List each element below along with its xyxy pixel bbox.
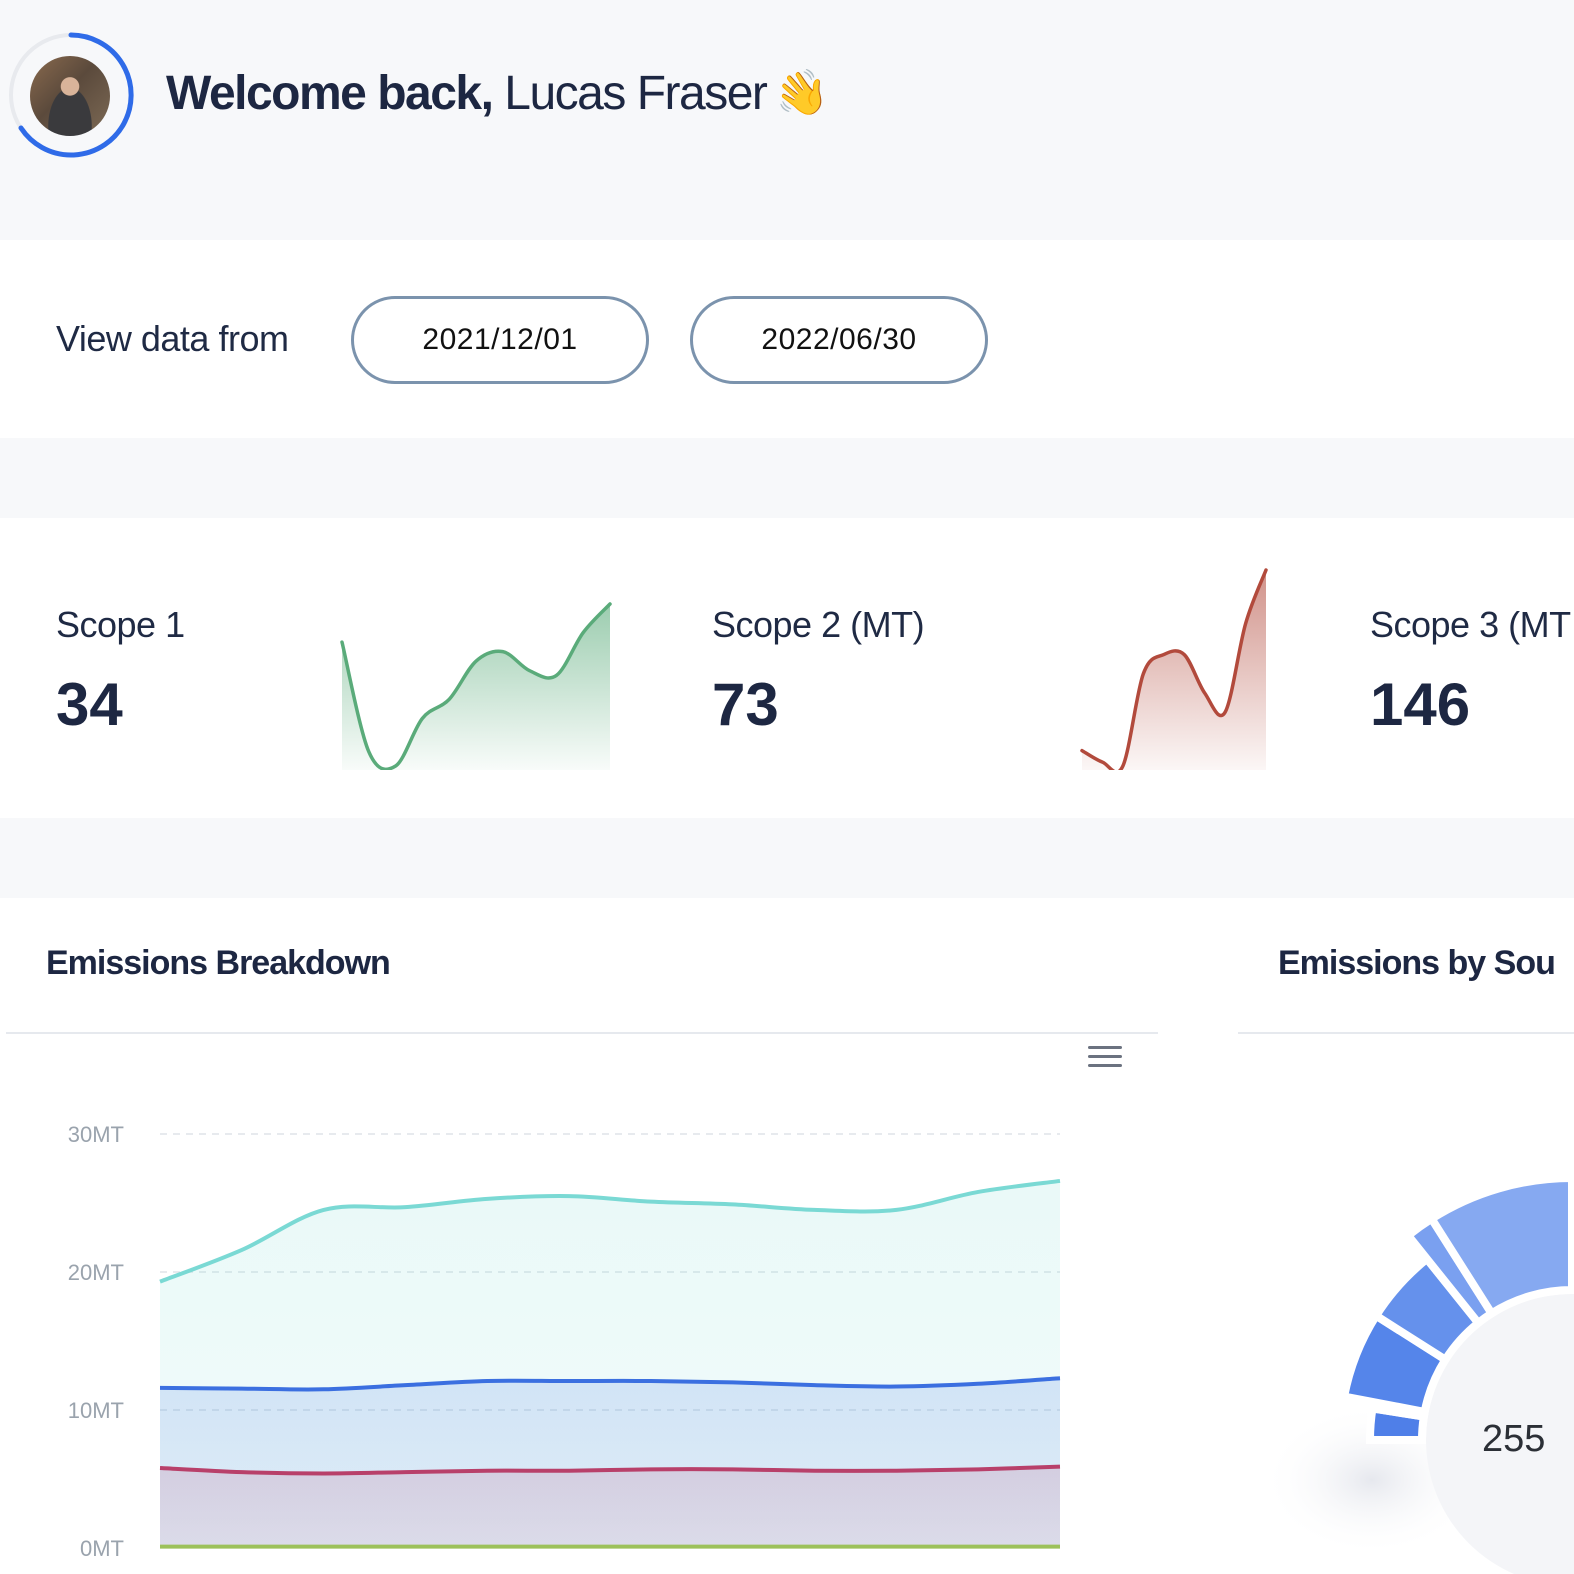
series-area-2 (160, 1466, 1060, 1548)
scope-1-label: Scope 1 (56, 604, 185, 645)
emissions-by-source-title: Emissions by Sou (1278, 944, 1556, 982)
scope-1-sparkline-line (340, 602, 612, 770)
breakdown-divider (6, 1032, 1158, 1034)
avatar-progress-ring (9, 32, 134, 158)
y-tick-label: 20MT (68, 1260, 124, 1285)
scope-2-label: Scope 2 (MT) (712, 604, 925, 645)
scope-2-value: 73 (712, 671, 779, 738)
emissions-total-value: 255 (1482, 1418, 1546, 1460)
gauge-segment-5 (1426, 1173, 1574, 1319)
y-tick-label: 30MT (68, 1122, 124, 1147)
greeting-text: Welcome back, (166, 67, 494, 120)
gauge-inner (1426, 1294, 1574, 1574)
scope-2-sparkline (1080, 568, 1268, 770)
scope-2-sparkline-line (1080, 568, 1268, 770)
source-divider (1238, 1032, 1574, 1034)
scope-summary-panel (0, 518, 1574, 818)
welcome-heading: Welcome back, Lucas Fraser👋 (166, 66, 832, 124)
series-line-1 (159, 1376, 1061, 1392)
series-line-0 (159, 1178, 1061, 1284)
emissions-breakdown-chart: 30MT 20MT 10MT 0MT (68, 1122, 1061, 1561)
emissions-by-source-chart (1270, 1173, 1574, 1574)
waving-hand-icon: 👋 (770, 65, 832, 124)
scope-1-sparkline (340, 602, 612, 770)
emissions-breakdown-title: Emissions Breakdown (46, 944, 391, 982)
series-line-2 (159, 1464, 1061, 1476)
scope-2-sparkline-area (1082, 570, 1266, 770)
y-tick-label: 0MT (80, 1536, 124, 1561)
scope-3-label: Scope 3 (MT (1370, 604, 1571, 645)
y-tick-label: 10MT (68, 1398, 124, 1423)
end-date-input[interactable]: 2022/06/30 (690, 296, 988, 384)
start-date-input[interactable]: 2021/12/01 (351, 296, 649, 384)
scope-1-value: 34 (56, 671, 123, 738)
avatar[interactable] (30, 56, 110, 136)
scope-3-value: 146 (1370, 671, 1471, 738)
user-name: Lucas Fraser (504, 67, 768, 120)
date-filter-label: View data from (56, 318, 289, 359)
hamburger-menu-icon[interactable] (1088, 1046, 1122, 1072)
scope-1-sparkline-area (342, 604, 610, 770)
header (0, 0, 1574, 240)
